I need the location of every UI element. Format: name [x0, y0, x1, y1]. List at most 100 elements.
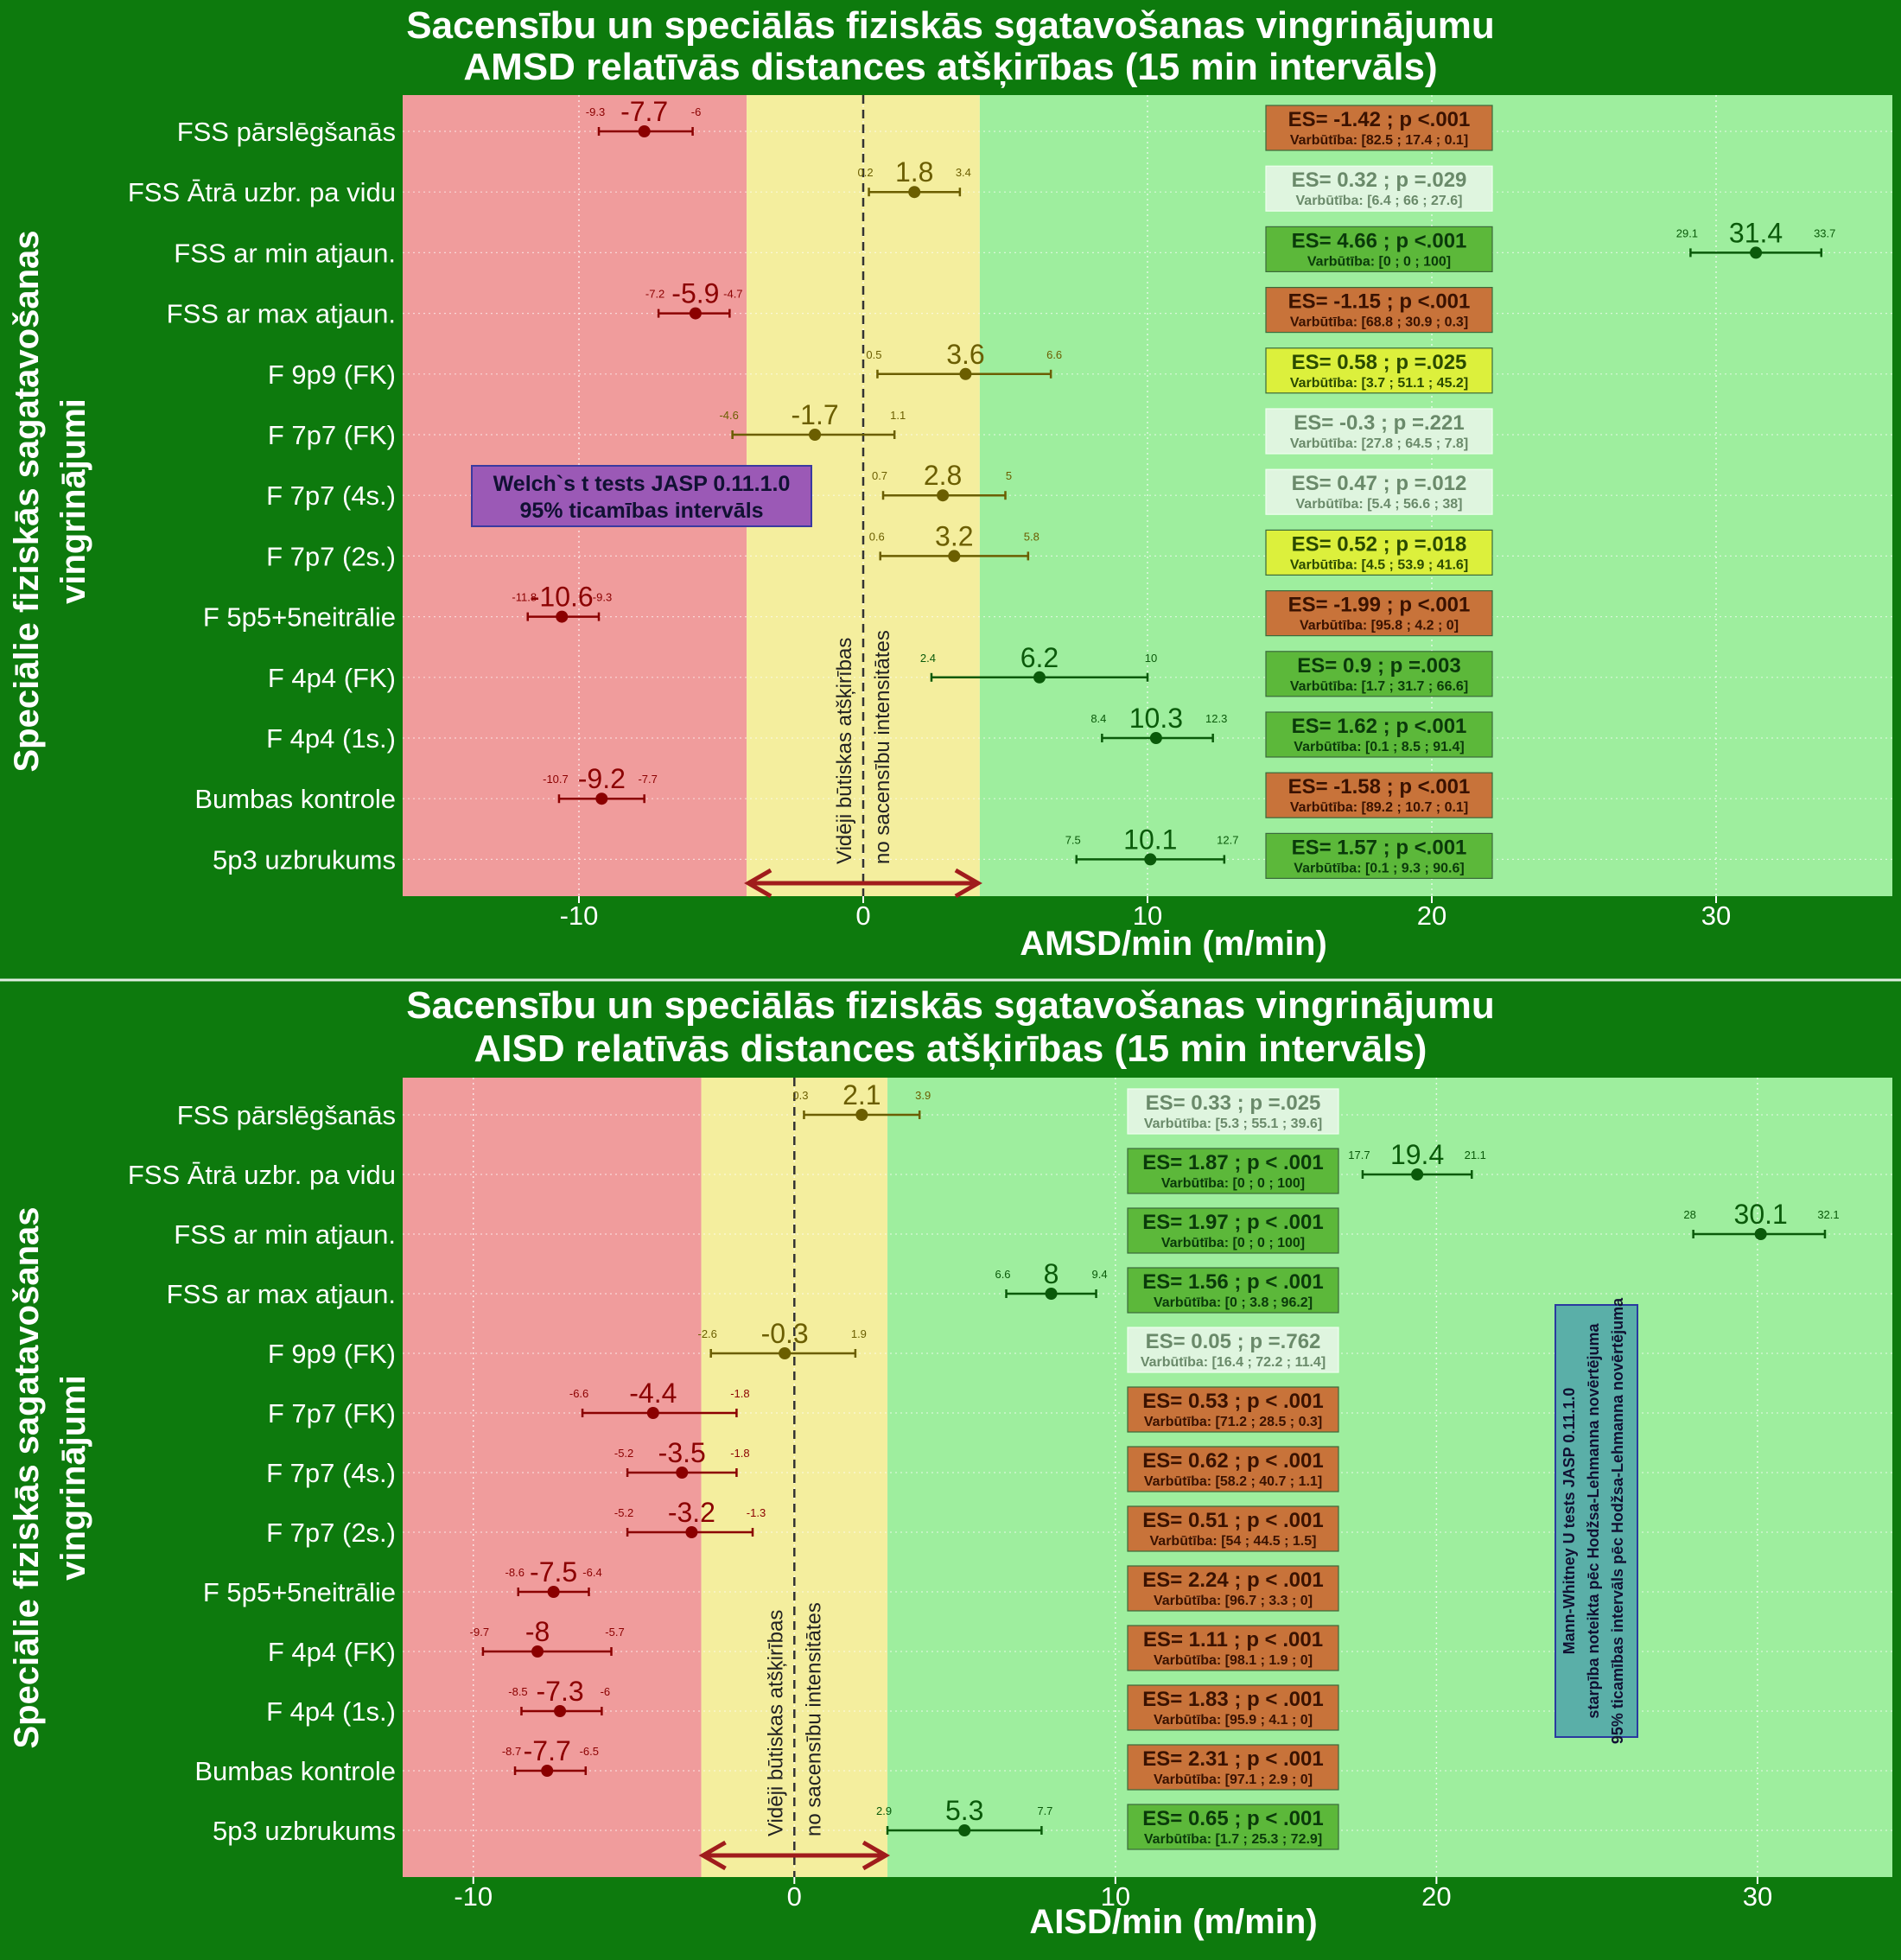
estimate-label: 3.2: [935, 520, 973, 551]
y-axis-label-line1: Speciālie fiziskās sagatavošanas: [8, 230, 46, 772]
ci-high-label: 6.6: [1046, 348, 1062, 361]
zone-label-line2: no sacensību intensitātes: [871, 630, 894, 864]
estimate-label: -7.3: [536, 1676, 583, 1707]
ci-high-label: -1.3: [747, 1506, 766, 1519]
category-label: F 9p9 (FK): [268, 1339, 396, 1369]
ci-high-label: -5.7: [605, 1626, 624, 1639]
point-estimate: [531, 1645, 544, 1658]
probability-text: Varbūtība: [0 ; 0 ; 100]: [1307, 254, 1451, 269]
ci-low-label: -8.7: [502, 1745, 521, 1758]
probability-text: Varbūtība: [5.3 ; 55.1 ; 39.6]: [1144, 1117, 1322, 1131]
ci-high-label: 33.7: [1814, 226, 1835, 239]
ci-high-label: 21.1: [1465, 1149, 1486, 1161]
ci-high-label: 7.7: [1037, 1804, 1052, 1817]
x-tick-label: 20: [1421, 1881, 1451, 1912]
category-label: F 7p7 (FK): [268, 420, 396, 450]
estimate-label: -7.5: [530, 1556, 577, 1588]
ci-low-label: 6.6: [995, 1268, 1010, 1281]
range-arrow-left-head: [698, 1840, 727, 1871]
point-estimate: [595, 792, 608, 805]
effect-size-text: ES= -1.42 ; p <.001: [1288, 108, 1471, 131]
category-label: FSS pārslēgšanās: [177, 117, 396, 147]
effect-size-text: ES= -0.3 ; p =.221: [1294, 411, 1464, 435]
effect-size-box: [1127, 1386, 1339, 1433]
ci-low-label: 0.7: [872, 469, 887, 482]
probability-text: Varbūtība: [95.8 ; 4.2 ; 0]: [1300, 619, 1459, 633]
estimate-label: 2.8: [924, 460, 962, 491]
method-note-line3: 95% ticamības intervāls pēc Hodžsa-Lehma…: [1609, 1297, 1626, 1744]
ci-high-label: 12.3: [1205, 712, 1227, 725]
ci-low-label: -5.2: [614, 1506, 633, 1519]
ci-low-label: 8.4: [1090, 712, 1106, 725]
effect-size-box: [1127, 1207, 1339, 1254]
probability-text: Varbūtība: [54 ; 44.5 ; 1.5]: [1150, 1534, 1317, 1549]
range-arrow-right-head: [954, 868, 982, 899]
category-label: F 4p4 (FK): [268, 663, 396, 693]
probability-text: Varbūtība: [1.7 ; 31.7 ; 66.6]: [1290, 679, 1468, 694]
panel-amsd: Sacensību un speciālās fiziskās sgatavoš…: [8, 4, 1892, 963]
category-label: FSS Ātrā uzbr. pa vidu: [128, 1160, 396, 1190]
probability-text: Varbūtība: [96.7 ; 3.3 ; 0]: [1154, 1594, 1313, 1608]
ci-low-label: 0.3: [792, 1089, 808, 1102]
effect-size-box: [1265, 468, 1493, 515]
ci-high-label: 3.4: [956, 166, 971, 179]
effect-size-text: ES= 0.9 ; p =.003: [1297, 654, 1460, 678]
ci-high-label: -7.7: [638, 773, 657, 786]
effect-size-text: ES= 1.87 ; p < .001: [1142, 1151, 1323, 1174]
estimate-label: -0.3: [761, 1318, 809, 1349]
category-label: F 7p7 (4s.): [266, 1458, 396, 1488]
y-axis-label-line1: Speciālie fiziskās sagatavošanas: [8, 1206, 46, 1748]
point-estimate: [541, 1765, 554, 1777]
point-estimate: [1754, 1228, 1767, 1240]
chart-title-line1: Sacensību un speciālās fiziskās sgatavoš…: [406, 4, 1494, 47]
ci-low-label: -10.7: [543, 773, 569, 786]
probability-text: Varbūtība: [97.1 ; 2.9 ; 0]: [1154, 1772, 1313, 1787]
panel-aisd: Sacensību un speciālās fiziskās sgatavoš…: [8, 984, 1892, 1941]
effect-size-box: [1127, 1446, 1339, 1492]
effect-size-text: ES= -1.99 ; p <.001: [1288, 594, 1471, 617]
ci-high-label: -1.8: [730, 1387, 749, 1400]
point-estimate: [958, 1824, 971, 1836]
effect-size-text: ES= 1.57 ; p <.001: [1292, 836, 1467, 859]
method-note-line1: Welch`s t tests JASP 0.11.1.0: [493, 472, 791, 496]
estimate-label: -9.2: [578, 763, 626, 794]
effect-size-text: ES= 0.33 ; p =.025: [1146, 1091, 1321, 1115]
effect-size-box: [1265, 226, 1493, 272]
effect-size-box: [1127, 1505, 1339, 1552]
effect-size-box: [1127, 1625, 1339, 1671]
x-tick-label: -10: [454, 1881, 493, 1912]
estimate-label: 3.6: [946, 339, 984, 370]
point-estimate: [959, 367, 972, 380]
probability-text: Varbūtība: [0.1 ; 8.5 ; 91.4]: [1294, 740, 1464, 754]
category-label: F 7p7 (4s.): [266, 480, 396, 511]
effect-size-text: ES= -1.58 ; p <.001: [1288, 775, 1471, 799]
ci-low-label: 2.9: [876, 1804, 892, 1817]
estimate-label: -7.7: [620, 96, 668, 127]
probability-text: Varbūtība: [0 ; 0 ; 100]: [1161, 1176, 1305, 1191]
effect-size-box: [1127, 1148, 1339, 1194]
ci-high-label: -6.5: [580, 1745, 599, 1758]
y-axis-label-line2: vingrinājumi: [54, 1375, 92, 1581]
category-label: Bumbas kontrole: [194, 1756, 396, 1786]
ci-low-label: -7.2: [645, 288, 664, 301]
probability-text: Varbūtība: [98.1 ; 1.9 ; 0]: [1154, 1653, 1313, 1668]
point-estimate: [1149, 732, 1162, 744]
x-tick-label: 20: [1417, 900, 1446, 931]
effect-size-text: ES= 2.24 ; p < .001: [1142, 1569, 1323, 1592]
effect-size-text: ES= 0.32 ; p =.029: [1292, 169, 1467, 192]
ci-high-label: -9.3: [593, 591, 612, 604]
x-axis-label: AMSD/min (m/min): [1020, 925, 1327, 963]
ci-high-label: 9.4: [1092, 1268, 1108, 1281]
estimate-label: 10.3: [1129, 703, 1183, 734]
effect-size-box: [1127, 1684, 1339, 1731]
zone-label-line2: no sacensību intensitātes: [802, 1602, 825, 1836]
ci-high-label: 10: [1145, 652, 1157, 665]
effect-size-box: [1127, 1088, 1339, 1135]
ci-high-label: -1.8: [730, 1447, 749, 1460]
effect-size-text: ES= -1.15 ; p <.001: [1288, 290, 1471, 314]
ci-low-label: 29.1: [1676, 226, 1698, 239]
point-estimate: [1045, 1288, 1058, 1300]
category-label: F 7p7 (FK): [268, 1398, 396, 1429]
effect-size-text: ES= 2.31 ; p < .001: [1142, 1747, 1323, 1771]
ci-high-label: -4.7: [723, 288, 742, 301]
